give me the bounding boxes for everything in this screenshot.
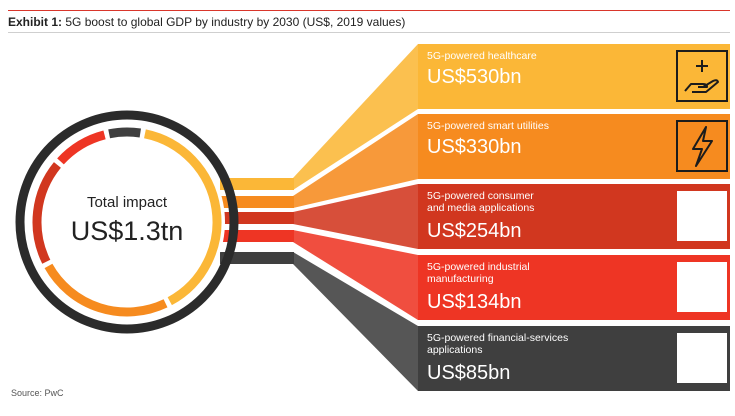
ring-segment-3: [32, 162, 61, 264]
center-label: Total impact US$1.3tn: [71, 194, 184, 246]
lightning-bolt-icon: [676, 120, 728, 172]
connector-stripe-1: [220, 178, 294, 190]
industry-value: US$254bn: [427, 220, 522, 242]
industry-panels: 5G-powered healthcareUS$530bn5G-powered …: [418, 44, 730, 391]
industry-panel-2: 5G-powered smart utilities US$330bn: [418, 114, 730, 179]
industry-label: 5G-powered healthcare: [427, 50, 537, 62]
fan-band-3: [293, 184, 418, 249]
donut-ring: [15, 110, 239, 334]
industry-value: US$530bn: [427, 66, 522, 88]
connectors: [220, 44, 418, 391]
ring-segment-4: [57, 130, 106, 165]
healthcare-hand-plus-icon: [676, 50, 728, 102]
source-note: Source: PwC: [11, 388, 64, 398]
connector-stripe-2: [220, 196, 294, 208]
blank-icon-box: [677, 333, 727, 383]
exhibit-header: Exhibit 1: 5G boost to global GDP by ind…: [8, 12, 730, 32]
industry-label: 5G-powered industrial: [427, 261, 530, 273]
fan-band-1: [293, 44, 418, 190]
center-title: Total impact: [87, 194, 168, 211]
industry-value: US$134bn: [427, 291, 522, 313]
top-rule: [8, 10, 730, 11]
fan-band-5: [293, 252, 418, 391]
industry-panel-1: 5G-powered healthcare US$530bn: [418, 44, 730, 109]
connector-stripe-3: [220, 212, 294, 224]
industry-label: 5G-powered smart utilities: [427, 120, 549, 132]
blank-icon-box: [677, 262, 727, 312]
industry-label: 5G-powered consumer: [427, 190, 534, 202]
industry-label: applications: [427, 344, 482, 356]
outer-ring: [15, 110, 239, 334]
header-rule: [8, 32, 730, 33]
exhibit-label: Exhibit 1:: [8, 15, 63, 29]
ring-segment-2: [44, 263, 168, 317]
ring-segment-1: [144, 129, 222, 306]
connector-stripe-4: [220, 230, 294, 242]
industry-label: and media applications: [427, 202, 534, 214]
ring-segment-5: [108, 127, 141, 139]
blank-icon-box: [677, 191, 727, 241]
ring-inner-fill: [29, 124, 225, 320]
industry-value: US$85bn: [427, 362, 510, 384]
fan-band-4: [293, 230, 418, 320]
industry-label: manufacturing: [427, 273, 494, 285]
fan-band-2: [293, 114, 418, 208]
industry-panel-5: 5G-powered financial-servicesapplication…: [418, 326, 730, 391]
industry-label: 5G-powered financial-services: [427, 332, 568, 344]
industry-value: US$330bn: [427, 136, 522, 158]
center-value: US$1.3tn: [71, 216, 184, 246]
exhibit-title: 5G boost to global GDP by industry by 20…: [65, 15, 406, 29]
connector-stripe-5: [220, 252, 294, 264]
